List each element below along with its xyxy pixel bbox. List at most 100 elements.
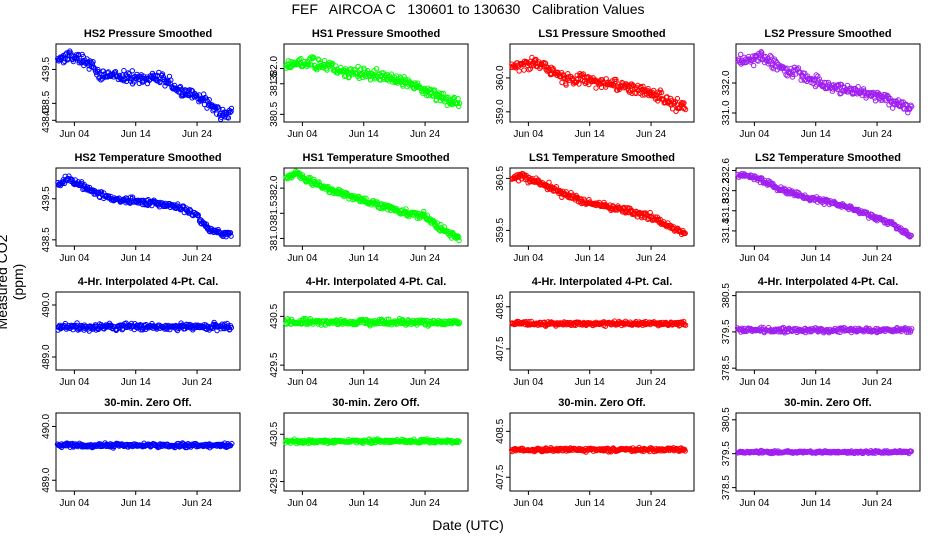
- x-tick-label: Jun 14: [121, 129, 151, 140]
- panel-title: LS2 Temperature Smoothed: [755, 152, 901, 164]
- x-tick-label: Jun 14: [801, 377, 831, 388]
- plot-frame: [509, 43, 695, 123]
- x-tick-label: Jun 24: [182, 253, 212, 264]
- data-point: [294, 60, 300, 67]
- data-point: [602, 323, 609, 329]
- data-point: [401, 74, 407, 80]
- y-tick-label: 439.5: [41, 186, 52, 211]
- data-point: [358, 66, 364, 72]
- data-point: [769, 62, 776, 68]
- data-point: [90, 59, 96, 65]
- data-point: [656, 95, 662, 101]
- data-series: [282, 436, 462, 447]
- data-point: [214, 111, 220, 117]
- panel-5: HS2 Temperature Smoothed Jun 04 Jun 14 Jun …: [41, 152, 241, 264]
- data-point: [136, 80, 143, 87]
- y-tick-label: 438.5: [41, 227, 52, 252]
- data-point: [627, 87, 634, 94]
- x-tick-label: Jun 24: [410, 377, 440, 388]
- panel-title: 30-min. Zero Off.: [104, 397, 191, 409]
- y-tick-label: 430.5: [269, 421, 280, 446]
- data-point: [518, 62, 524, 68]
- data-point: [682, 106, 689, 113]
- y-tick-label: 359.5: [495, 217, 506, 242]
- data-point: [908, 448, 914, 454]
- y-tick-label: 429.5: [269, 469, 280, 494]
- data-point: [309, 55, 316, 62]
- data-series: [283, 168, 462, 244]
- y-tick-label: 378.5: [721, 355, 732, 380]
- panel-4: LS2 Pressure Smoothed Jun 04 Jun 14 Jun 24 3…: [721, 28, 921, 140]
- y-tick-label: 378.5: [721, 475, 732, 500]
- data-point: [129, 68, 136, 74]
- data-point: [655, 98, 661, 104]
- panel-9: 4-Hr. Interpolated 4-Pt. Cal. Jun 04 Jun 1…: [41, 276, 241, 388]
- panel-15: 30-min. Zero Off. Jun 04 Jun 14 Jun 24 407.5…: [495, 397, 695, 509]
- data-point: [456, 319, 463, 325]
- data-series: [55, 173, 234, 240]
- panel-title: HS2 Pressure Smoothed: [84, 28, 212, 40]
- data-point: [308, 62, 315, 68]
- x-tick-label: Jun 04: [739, 377, 769, 388]
- data-point: [456, 438, 462, 444]
- panel-10: 4-Hr. Interpolated 4-Pt. Cal. Jun 04 Jun 1…: [269, 276, 469, 388]
- x-tick-label: Jun 14: [349, 253, 379, 264]
- plot-frame: [735, 291, 921, 371]
- data-point: [301, 315, 307, 322]
- panel-title: 4-Hr. Interpolated 4-Pt. Cal.: [758, 276, 899, 288]
- x-tick-label: Jun 14: [121, 253, 151, 264]
- data-point: [521, 67, 527, 73]
- data-point: [311, 176, 317, 183]
- data-point: [456, 100, 463, 106]
- data-point: [884, 92, 890, 99]
- data-point: [545, 64, 551, 71]
- y-tick-label: 331.4: [721, 218, 732, 243]
- x-tick-label: Jun 24: [410, 498, 440, 509]
- panel-12: 4-Hr. Interpolated 4-Pt. Cal. Jun 04 Jun 1…: [721, 276, 921, 388]
- panel-title: HS2 Temperature Smoothed: [74, 152, 221, 164]
- panel-title: LS1 Pressure Smoothed: [538, 28, 665, 40]
- data-point: [152, 73, 158, 79]
- data-point: [903, 101, 909, 107]
- panel-title: 4-Hr. Interpolated 4-Pt. Cal.: [78, 276, 219, 288]
- data-point: [285, 58, 291, 64]
- data-point: [816, 76, 823, 82]
- x-tick-label: Jun 24: [862, 498, 892, 509]
- data-point: [456, 234, 462, 241]
- x-tick-label: Jun 04: [513, 129, 543, 140]
- y-tick-label: 359.0: [495, 99, 506, 124]
- data-point: [542, 60, 549, 67]
- data-point: [228, 108, 234, 115]
- y-tick-label: 490.0: [41, 414, 52, 439]
- data-point: [333, 63, 339, 69]
- plot-frame: [735, 167, 921, 247]
- x-tick-label: Jun 24: [862, 377, 892, 388]
- data-point: [316, 179, 322, 185]
- data-series: [283, 315, 463, 329]
- data-point: [403, 206, 409, 212]
- data-point: [177, 83, 184, 90]
- data-point: [75, 51, 82, 58]
- panel-14: 30-min. Zero Off. Jun 04 Jun 14 Jun 24 429.5…: [269, 397, 469, 509]
- data-point: [346, 74, 352, 80]
- panel-title: HS1 Temperature Smoothed: [302, 152, 449, 164]
- data-point: [563, 82, 569, 88]
- data-point: [431, 87, 438, 93]
- data-point: [879, 97, 885, 103]
- data-series: [509, 170, 688, 238]
- data-point: [373, 66, 380, 72]
- data-point: [550, 65, 556, 72]
- data-point: [585, 320, 591, 326]
- data-point: [439, 90, 445, 97]
- y-tick-label: 379.5: [721, 441, 732, 466]
- figure-x-axis-label: Date (UTC): [432, 517, 504, 533]
- x-tick-label: Jun 14: [349, 498, 379, 509]
- x-tick-label: Jun 04: [739, 498, 769, 509]
- data-point: [441, 90, 447, 97]
- y-tick-label: 380.5: [721, 283, 732, 308]
- panel-6: HS1 Temperature Smoothed Jun 04 Jun 14 Jun …: [269, 152, 469, 264]
- x-tick-label: Jun 04: [287, 377, 317, 388]
- data-point: [311, 62, 318, 69]
- panel-title: LS1 Temperature Smoothed: [529, 152, 675, 164]
- data-point: [759, 50, 765, 56]
